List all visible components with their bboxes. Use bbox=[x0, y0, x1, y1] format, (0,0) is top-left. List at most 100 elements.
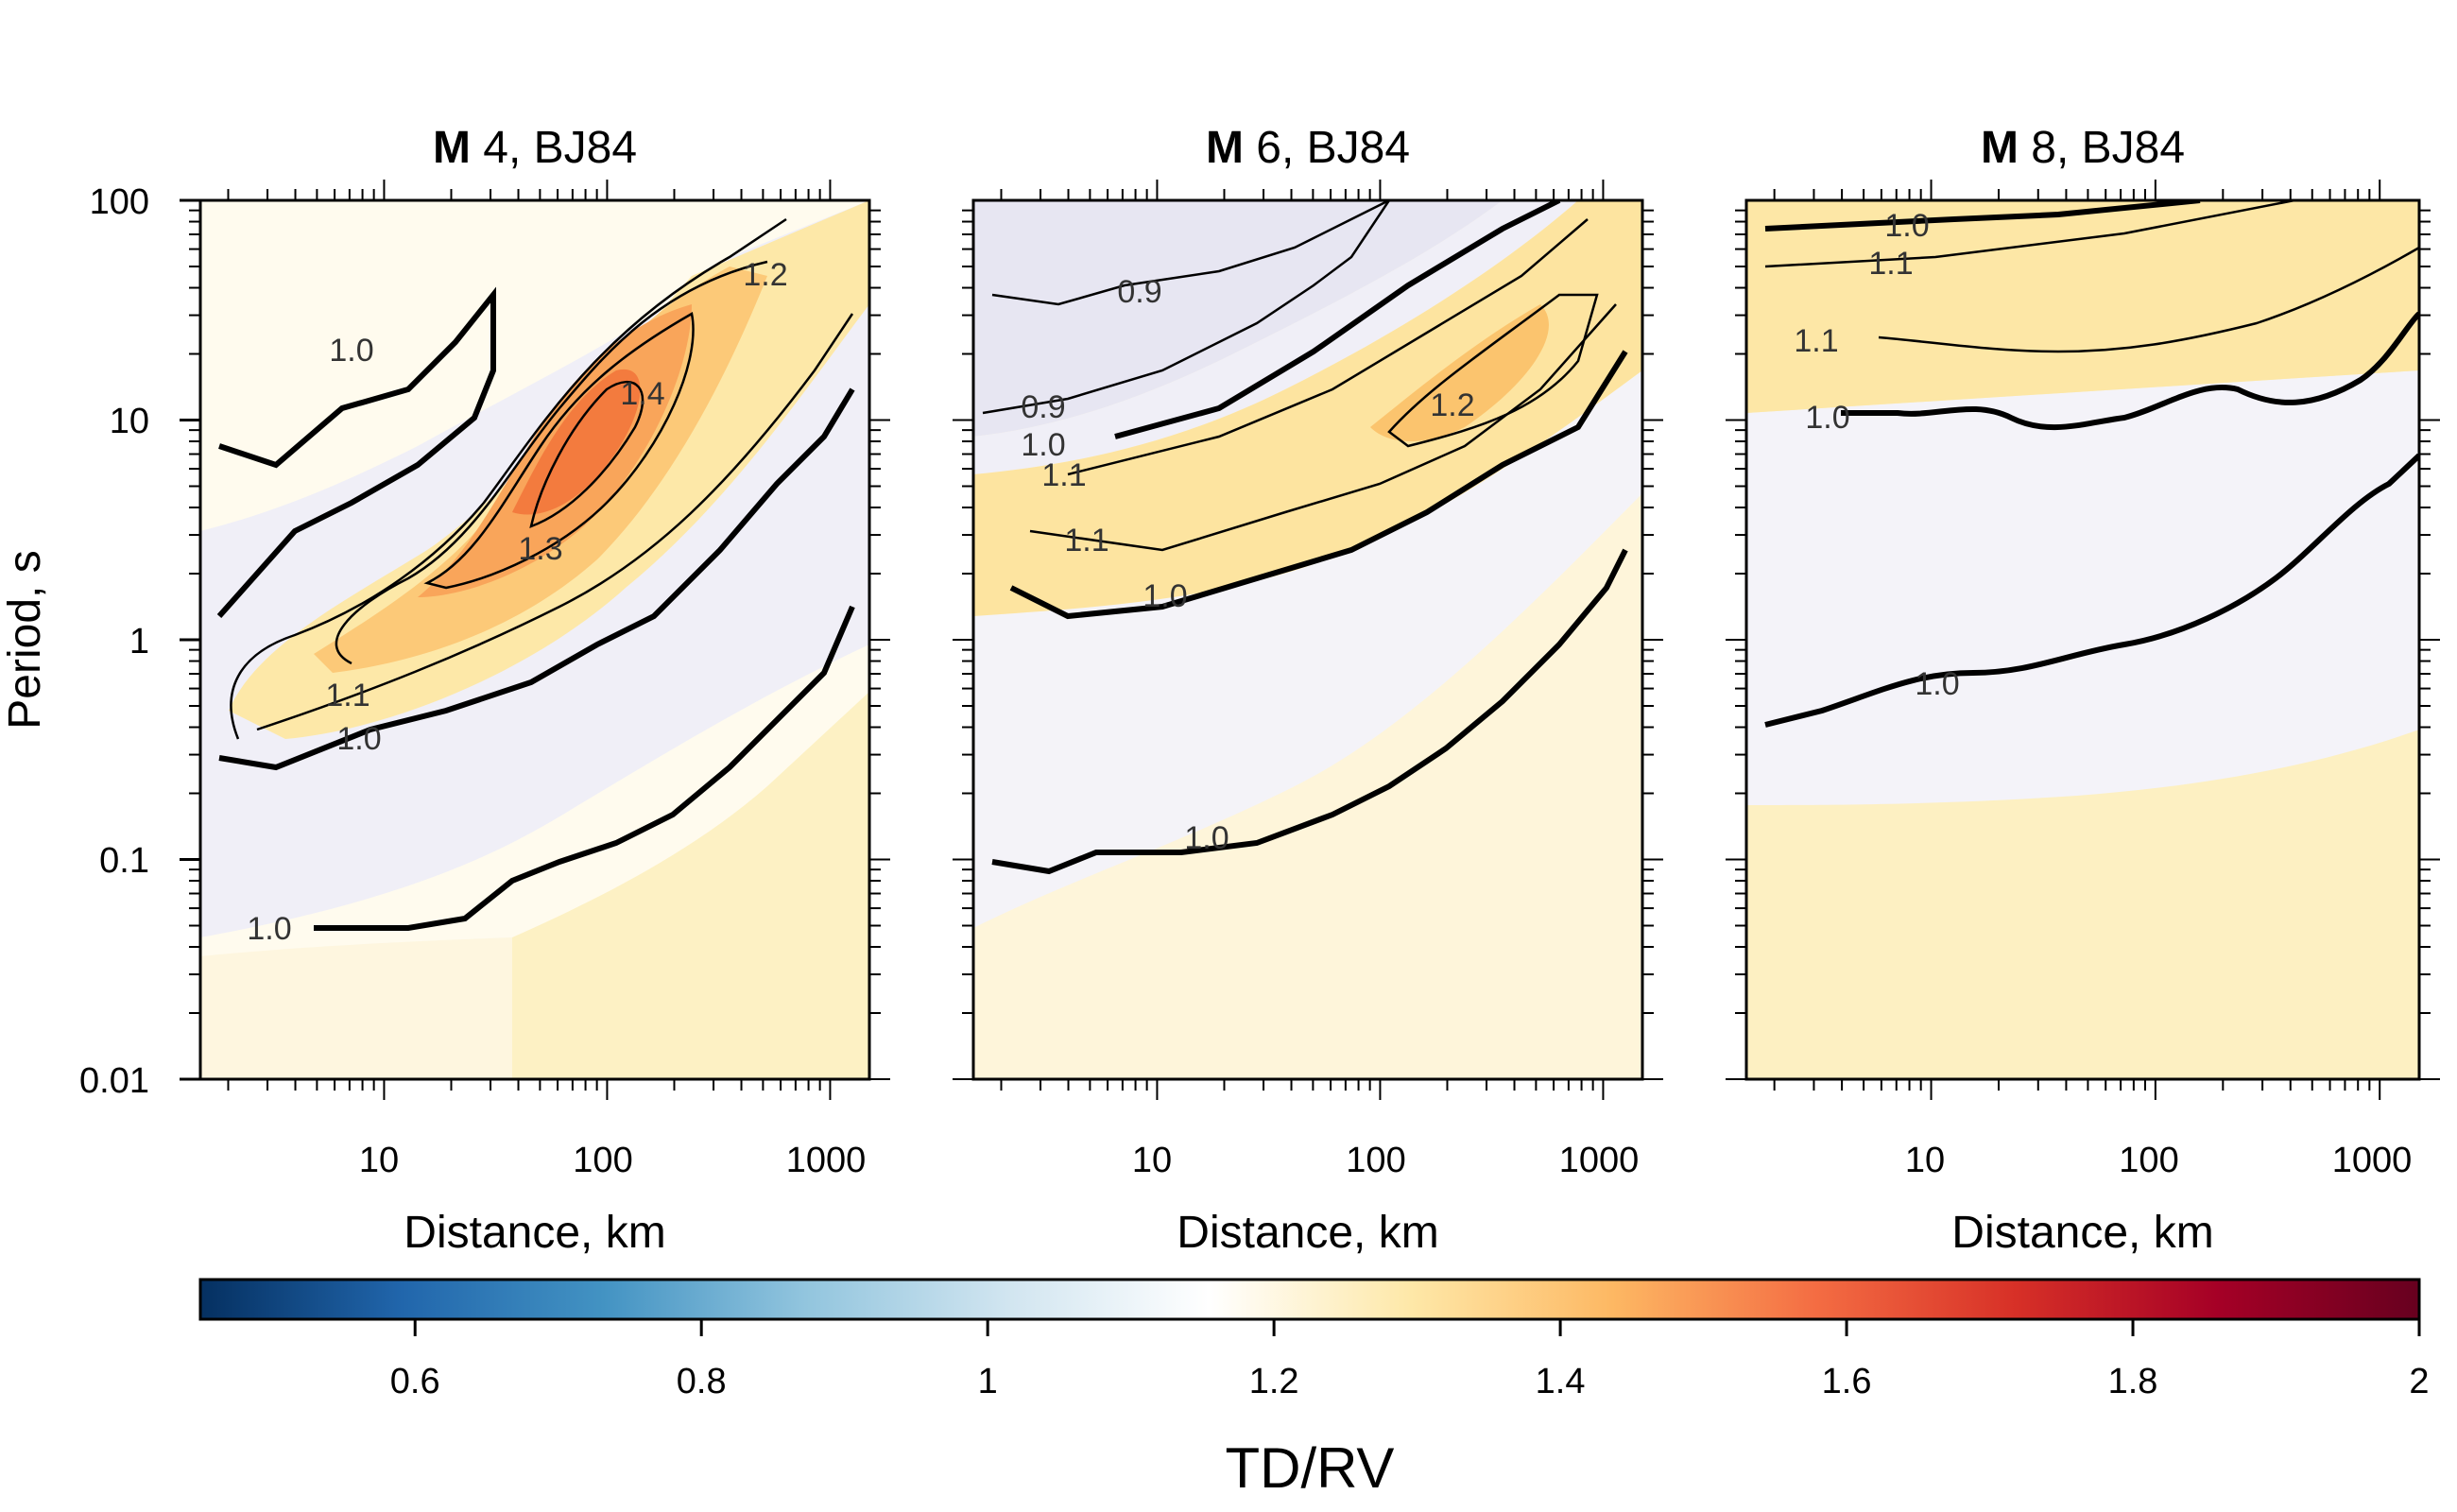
panel-m4-contour-1-1-lower bbox=[256, 313, 854, 731]
minor-ticks bbox=[953, 180, 1663, 1100]
panel-m6-contour-1-1-lower bbox=[1029, 303, 1617, 552]
contour-label: 1.1 bbox=[1794, 323, 1838, 359]
panel-m4-ridge-4 bbox=[512, 369, 641, 515]
contour-label: 1.1 bbox=[1041, 457, 1086, 493]
contour-label: 1.0 bbox=[336, 721, 381, 757]
y-axis-label: Period, s bbox=[0, 550, 50, 729]
panel-m6-title: M 6, BJ84 bbox=[1206, 123, 1410, 173]
colorbar-tick-label: 1.6 bbox=[1822, 1362, 1872, 1401]
colorbar-tick-label: 0.8 bbox=[677, 1362, 727, 1401]
y-tick-label: 1 bbox=[129, 622, 149, 662]
colorbar-tick-label: 2 bbox=[2409, 1362, 2429, 1401]
panel-m4 bbox=[198, 198, 871, 1081]
contour-label: 1.2 bbox=[743, 257, 787, 293]
x-tick-label: 10 bbox=[1905, 1141, 1945, 1180]
minor-ticks bbox=[1726, 180, 2440, 1100]
x-axis-m4: 10 100 1000 Distance, km bbox=[359, 1141, 866, 1258]
x-tick-label: 100 bbox=[2119, 1141, 2178, 1180]
panel-m8-contour-1-1-mid bbox=[1878, 246, 2419, 353]
contour-label: 1.0 bbox=[1184, 820, 1228, 856]
colorbar-tick-label: 1.4 bbox=[1536, 1362, 1586, 1401]
colorbar-tick-label: 1 bbox=[978, 1362, 998, 1401]
x-tick-label: 100 bbox=[573, 1141, 632, 1180]
x-tick-label: 10 bbox=[1132, 1141, 1172, 1180]
panel-m6-contour-1-0-mid bbox=[1009, 350, 1628, 620]
panel-m4-title: M 4, BJ84 bbox=[433, 123, 637, 173]
colorbar-label: TD/RV bbox=[1226, 1436, 1395, 1500]
contour-label: 1.2 bbox=[1430, 387, 1474, 423]
panel-m6-contour-1-1-upper bbox=[1067, 218, 1589, 476]
contour-label: 1.4 bbox=[620, 376, 664, 412]
panel-m8-title: M 8, BJ84 bbox=[1981, 123, 2185, 173]
contour-label: 1.0 bbox=[1805, 400, 1849, 436]
panel-m4-contour-1-0-upper bbox=[216, 286, 496, 618]
panel-m8-title-rest: 8, BJ84 bbox=[2019, 123, 2185, 173]
panel-m6-cool-band bbox=[973, 370, 1642, 1079]
panel-m6-plot-area bbox=[973, 200, 1642, 1079]
colorbar-tick-label: 0.6 bbox=[390, 1362, 440, 1401]
panel-m6-cool-top-light bbox=[973, 200, 1578, 474]
contour-label: 1.0 bbox=[247, 911, 291, 947]
x-axis-label: Distance, km bbox=[1177, 1208, 1438, 1258]
contour-labels-m8: 1.0 1.1 1.1 1.0 1.0 bbox=[1794, 208, 1959, 702]
panel-m6-contour-1-0-upper bbox=[1114, 200, 1561, 439]
y-tick-label: 10 bbox=[110, 402, 149, 441]
panel-m6 bbox=[971, 198, 1644, 1081]
x-tick-label: 1000 bbox=[786, 1141, 867, 1180]
colorbar-ticks: 0.6 0.8 1 1.2 1.4 1.6 1.8 2 bbox=[390, 1319, 2430, 1401]
panel-m8-title-bold: M bbox=[1981, 123, 2019, 173]
panel-m4-title-bold: M bbox=[433, 123, 471, 173]
contour-label: 1.1 bbox=[1868, 246, 1913, 282]
panel-m4-contour-1-0-mid bbox=[218, 387, 855, 771]
panel-m8-cool-band bbox=[1746, 370, 2419, 805]
y-tick-label: 0.1 bbox=[99, 841, 149, 881]
panel-m6-contour-1-2 bbox=[1387, 293, 1599, 448]
colorbar-tick-label: 1.8 bbox=[2108, 1362, 2158, 1401]
panel-m8 bbox=[1744, 198, 2421, 1081]
colorbar-tick-label: 1.2 bbox=[1249, 1362, 1299, 1401]
contour-label: 1.0 bbox=[1915, 666, 1959, 702]
x-tick-label: 100 bbox=[1346, 1141, 1405, 1180]
panel-m8-contour-1-0-top bbox=[1764, 200, 2201, 232]
panel-m4-contour-1-2 bbox=[335, 260, 768, 665]
panel-m4-contour-1-3 bbox=[423, 312, 695, 590]
panel-m6-cool-top bbox=[973, 200, 1503, 437]
panel-m6-contour-1-0-low bbox=[991, 548, 1628, 875]
panel-m8-contour-1-0-low bbox=[1764, 453, 2419, 728]
panel-m4-contour-1-0-low bbox=[314, 605, 855, 931]
contour-label: 1.1 bbox=[325, 678, 369, 713]
contour-label: 1.3 bbox=[518, 531, 562, 567]
x-axis-m6: 10 100 1000 Distance, km bbox=[1132, 1141, 1639, 1258]
x-tick-label: 1000 bbox=[1559, 1141, 1640, 1180]
panel-m6-title-rest: 6, BJ84 bbox=[1244, 123, 1410, 173]
panel-m4-warm-left-bottom bbox=[200, 937, 512, 1079]
panel-m4-plot-area bbox=[200, 200, 869, 1079]
y-tick-label: 100 bbox=[90, 182, 149, 222]
panel-m6-contour-0-9-top bbox=[991, 200, 1390, 306]
y-tick-label: 0.01 bbox=[79, 1061, 149, 1101]
panel-m8-plot-area bbox=[1746, 200, 2419, 1079]
panel-m4-contour-1-4 bbox=[529, 380, 644, 528]
x-axis-label: Distance, km bbox=[1951, 1208, 2213, 1258]
panel-m6-title-bold: M bbox=[1206, 123, 1244, 173]
panel-m8-contour-1-1-top bbox=[1764, 200, 2295, 268]
contour-label: 1.0 bbox=[1021, 427, 1065, 463]
panel-m4-contour-1-1-outer bbox=[230, 217, 787, 740]
contour-label: 1.0 bbox=[1884, 208, 1929, 244]
x-axis-label: Distance, km bbox=[404, 1208, 665, 1258]
panel-m6-contour-0-9-band bbox=[982, 200, 1391, 415]
x-axis-m8: 10 100 1000 Distance, km bbox=[1905, 1141, 2412, 1258]
contour-labels-m6: 0.9 0.9 1.0 1.1 1.1 1.2 1.0 1.0 bbox=[1021, 274, 1474, 856]
panel-m4-title-rest: 4, BJ84 bbox=[471, 123, 637, 173]
contour-labels-m4: 1.0 1.2 1.4 1.3 1.1 1.0 1.0 bbox=[247, 257, 787, 947]
contour-label: 1.0 bbox=[1143, 578, 1187, 614]
colorbar: 0.6 0.8 1 1.2 1.4 1.6 1.8 2 TD/RV bbox=[198, 1278, 2430, 1500]
panel-m8-contour-1-0-mid bbox=[1841, 311, 2419, 431]
panel-m8-warm-top bbox=[1746, 200, 2419, 413]
contour-label: 1.0 bbox=[329, 333, 373, 369]
contour-label: 0.9 bbox=[1021, 389, 1065, 425]
panel-m4-warm-bottom bbox=[512, 692, 869, 1079]
contour-label: 1.1 bbox=[1064, 523, 1108, 558]
y-axis-left: 0.01 0.1 1 10 100 bbox=[79, 182, 200, 1101]
